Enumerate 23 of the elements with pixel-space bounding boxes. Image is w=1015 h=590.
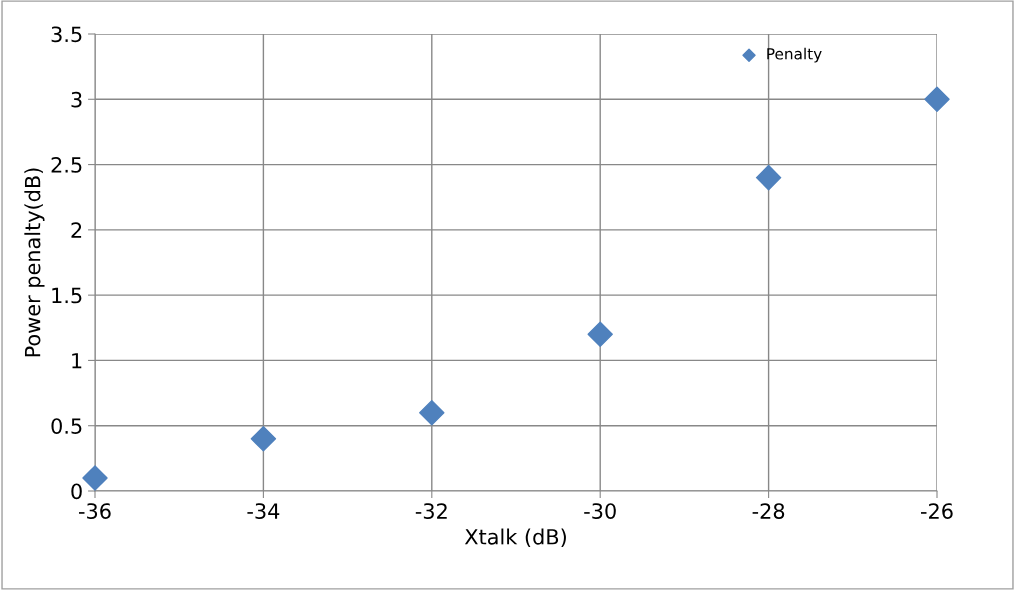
point: [250, 426, 277, 452]
legend-label: Penalty: [767, 47, 822, 63]
point: [924, 86, 950, 113]
y-tick-label: 2.5: [51, 157, 82, 173]
y-tick-label: 3: [71, 91, 82, 108]
x-tick-label: -30: [584, 503, 616, 519]
point: [587, 321, 613, 348]
y-axis-title: Power penalty(dB): [24, 168, 45, 357]
point: [419, 399, 445, 426]
x-tick-label: -32: [415, 503, 447, 519]
x-axis-title: Xtalk (dB): [464, 528, 566, 548]
y-tick-label: 2: [71, 222, 82, 238]
y-tick-label: 0.5: [51, 418, 82, 434]
point: [755, 164, 782, 191]
x-tick-label: -36: [79, 503, 111, 519]
x-tick-label: -28: [752, 503, 785, 519]
x-tick-label: -34: [247, 503, 280, 519]
y-tick-label: 3.5: [51, 26, 82, 43]
y-tick-label: 1: [72, 353, 82, 369]
point: [82, 465, 108, 491]
y-tick-label: 1.5: [52, 287, 82, 304]
y-tick-label: 0: [71, 483, 82, 500]
x-tick-label: -26: [921, 503, 953, 519]
